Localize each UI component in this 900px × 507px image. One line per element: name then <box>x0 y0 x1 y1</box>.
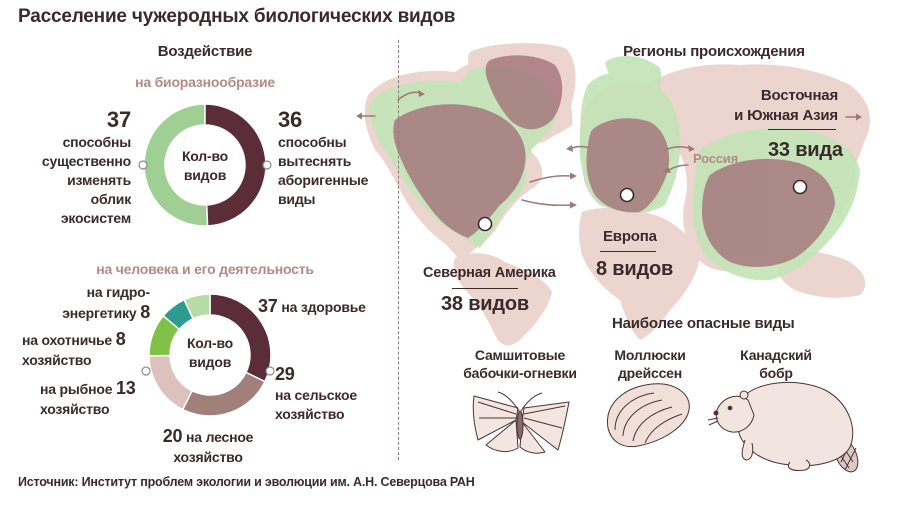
arrow-line <box>529 175 572 183</box>
slice-value: 36 <box>278 107 303 132</box>
europe-marker <box>619 187 635 203</box>
arrow-head <box>356 112 362 120</box>
dangerous-species-heading: Наиболее опасные виды <box>612 315 795 332</box>
arrow-line <box>521 199 572 207</box>
slice-label-text: на охотничье <box>22 332 113 348</box>
greenland-origin <box>485 55 563 130</box>
slice-label-forestry: 20 на лесное хозяйство <box>140 426 276 467</box>
donut-chart-human-activity <box>148 293 272 417</box>
donut-2-slice-1 <box>181 371 266 417</box>
world-map <box>356 43 870 346</box>
donut-1-slice-1 <box>204 103 267 227</box>
arrow-head <box>688 145 695 152</box>
donut-2-center-label: Кол-во видов <box>186 335 234 370</box>
page-title: Расселение чужеродных биологических видо… <box>18 6 456 27</box>
slice-value: 20 <box>162 426 183 446</box>
slice-label-text: способны вытеснять аборигенные виды <box>278 134 369 207</box>
slice-label-text: хозяйство <box>173 449 243 465</box>
donut-chart-biodiversity <box>143 103 267 227</box>
arrow-head <box>663 166 671 173</box>
arrow-head <box>856 113 862 121</box>
slice-label-text: на рыбное <box>40 381 113 397</box>
arrow-head <box>570 201 577 209</box>
slice-value: 8 <box>140 302 150 322</box>
slice-value: 13 <box>115 378 136 398</box>
region-divider <box>768 129 836 130</box>
slice-label-agriculture: 29 на сельское хозяйство <box>275 364 357 424</box>
north-europe-invaded <box>605 56 662 102</box>
north-america-origin <box>393 104 526 238</box>
slice-label-fishery: на рыбное 13 хозяйство <box>40 378 136 419</box>
section-divider <box>398 40 399 460</box>
region-count-north-america: 38 видов <box>441 293 529 315</box>
slice-label-text: на лесное <box>186 429 254 445</box>
region-name-north-america: Северная Америка <box>423 265 556 281</box>
slice-label-text: хозяйство <box>40 401 110 417</box>
human-activity-chart-title: на человека и его деятельность <box>96 261 314 277</box>
mussel-illustration <box>607 383 690 448</box>
europe-origin <box>586 118 670 213</box>
slice-label-text: на сельское <box>275 387 357 403</box>
region-markers <box>477 179 808 232</box>
label-dot <box>262 160 272 170</box>
arrow-line <box>571 145 591 149</box>
slice-value: 8 <box>115 329 126 349</box>
moth-illustration <box>472 391 570 454</box>
south-america-land <box>453 253 552 346</box>
beaver-illustration <box>707 381 859 473</box>
donut-label-dots <box>138 160 275 376</box>
region-count-east-asia: 33 вида <box>768 139 843 161</box>
slice-label-text: на гидро- <box>86 284 151 300</box>
north-america-marker <box>477 216 493 232</box>
arrow-heads <box>356 90 862 209</box>
source-note: Источник: Институт проблем экологии и эв… <box>18 475 475 489</box>
slice-label-text: энергетику <box>62 305 137 321</box>
arrow-line <box>664 145 690 151</box>
arrow-head <box>418 90 425 97</box>
biodiversity-chart-title: на биоразнообразие <box>135 74 275 90</box>
region-name-europe: Европа <box>603 228 657 245</box>
region-divider <box>452 288 518 289</box>
region-divider <box>600 251 656 252</box>
donut-1-center-label: Кол-во видов <box>181 148 229 183</box>
donut-2-slice-5 <box>183 293 211 320</box>
slice-value: 37 <box>258 296 278 316</box>
origins-heading: Регионы происхождения <box>623 43 805 60</box>
slice-label-hunting: на охотничье 8 хозяйство <box>22 329 126 370</box>
donut-1-label-left: 37 способны существенно изменять облик э… <box>20 107 131 228</box>
region-count-europe: 8 видов <box>596 258 674 280</box>
label-dot <box>138 160 148 170</box>
slice-label-text: на здоровье <box>281 299 366 315</box>
slice-label-health: 37 на здоровье <box>258 296 366 318</box>
label-dot <box>141 366 151 376</box>
label-dot <box>265 366 275 376</box>
east-asia-marker <box>792 179 808 195</box>
slice-label-hydropower: на гидро-энергетику 8 <box>40 283 150 324</box>
species-name-moth: Самшитовые бабочки-огневки <box>463 347 577 381</box>
africa-land <box>579 208 700 340</box>
species-name-beaver: Канадский бобр <box>740 347 812 381</box>
slice-value: 29 <box>275 364 295 384</box>
slice-label-text: способны существенно изменять облик экос… <box>41 134 131 226</box>
impact-heading: Воздействие <box>157 43 253 60</box>
slice-label-text: хозяйство <box>22 352 92 368</box>
arrow-head <box>570 172 577 180</box>
donut-1-slice-0 <box>143 103 209 227</box>
arrow-head <box>566 145 573 152</box>
arrow-line <box>668 164 689 171</box>
russia-label: Россия <box>693 151 738 166</box>
spread-arrows <box>360 91 858 207</box>
species-name-mussel: Моллюски дрейссен <box>614 347 686 381</box>
slice-value: 37 <box>106 107 131 132</box>
slice-label-text: хозяйство <box>275 406 345 422</box>
donut-1-label-right: 36 способны вытеснять аборигенные виды <box>278 107 393 209</box>
region-name-east-asia: Восточная и Южная Азия <box>734 87 838 124</box>
